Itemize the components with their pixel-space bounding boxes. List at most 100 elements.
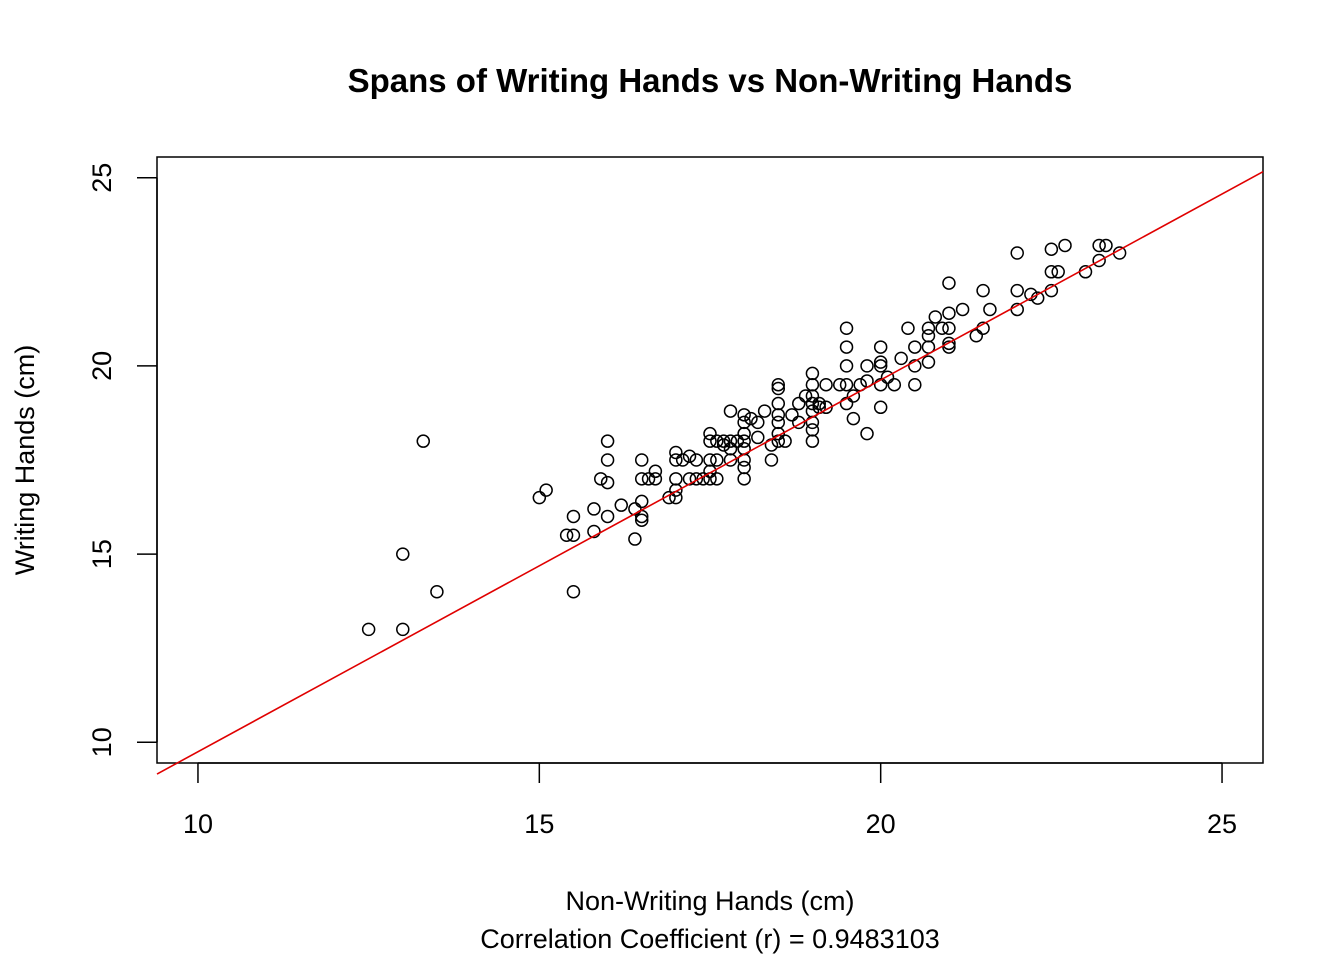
y-axis-label: Writing Hands (cm) xyxy=(10,345,40,576)
data-point xyxy=(532,490,547,505)
data-point xyxy=(751,415,765,430)
data-point xyxy=(737,460,751,475)
data-point xyxy=(566,584,581,599)
data-point xyxy=(1099,238,1113,253)
data-point xyxy=(771,377,786,392)
data-point xyxy=(600,434,615,448)
data-point xyxy=(778,434,792,448)
data-point xyxy=(628,532,642,546)
data-point xyxy=(873,400,888,415)
data-point xyxy=(1010,246,1024,260)
x-tick-label: 10 xyxy=(183,809,213,839)
data-point xyxy=(539,483,553,497)
data-point xyxy=(921,321,936,336)
data-point xyxy=(901,321,915,336)
data-point xyxy=(771,381,786,396)
data-point xyxy=(880,370,895,384)
data-point xyxy=(675,453,690,467)
data-point xyxy=(682,472,697,486)
data-point xyxy=(723,404,738,418)
data-point xyxy=(839,359,854,373)
data-point xyxy=(737,426,751,441)
data-point xyxy=(757,404,772,418)
data-point xyxy=(716,438,731,452)
data-point xyxy=(873,359,888,373)
data-point xyxy=(839,340,854,354)
x-tick-label: 20 xyxy=(866,809,896,839)
data-point xyxy=(710,434,724,448)
data-point xyxy=(976,283,990,298)
data-point xyxy=(730,434,745,448)
data-point xyxy=(634,453,649,467)
y-tick-label: 10 xyxy=(87,727,117,757)
data-point xyxy=(805,396,820,411)
data-point xyxy=(703,453,717,467)
data-point xyxy=(846,389,861,403)
data-point xyxy=(744,411,758,426)
data-point xyxy=(710,453,724,467)
data-point xyxy=(805,415,820,430)
x-tick-label: 25 xyxy=(1207,809,1237,839)
data-point xyxy=(737,408,751,422)
data-point xyxy=(600,453,615,467)
data-point xyxy=(614,498,628,512)
data-point xyxy=(737,434,751,448)
correlation-subtitle: Correlation Coefficient (r) = 0.9483103 xyxy=(480,924,940,954)
data-point xyxy=(723,453,738,467)
data-point xyxy=(628,502,642,516)
data-point xyxy=(921,355,936,369)
data-point xyxy=(751,430,765,445)
data-point xyxy=(710,472,724,486)
data-point xyxy=(805,434,820,448)
x-tick-label: 15 xyxy=(524,809,554,839)
data-point xyxy=(696,472,710,486)
data-point xyxy=(361,622,376,637)
data-point xyxy=(641,472,656,486)
data-point xyxy=(908,377,922,392)
data-point xyxy=(935,321,949,336)
data-point xyxy=(839,321,854,336)
data-point xyxy=(798,389,813,403)
data-point xyxy=(416,434,431,448)
x-axis-label: Non-Writing Hands (cm) xyxy=(565,886,854,916)
data-point xyxy=(908,359,922,373)
data-point xyxy=(860,426,874,441)
data-point xyxy=(648,464,663,479)
data-point xyxy=(969,329,984,343)
data-point xyxy=(805,366,820,381)
data-point xyxy=(689,472,704,486)
data-point xyxy=(669,453,683,467)
data-point xyxy=(396,547,410,561)
data-point xyxy=(942,306,956,320)
data-point xyxy=(587,502,601,516)
data-point xyxy=(587,524,601,539)
data-point xyxy=(771,408,786,422)
data-point xyxy=(942,276,956,290)
x-axis: 10 15 20 25 xyxy=(183,762,1237,839)
data-point xyxy=(942,336,956,351)
y-tick-label: 15 xyxy=(87,539,117,569)
data-point xyxy=(805,423,820,437)
y-tick-label: 20 xyxy=(87,351,117,381)
data-point xyxy=(682,449,697,463)
data-point xyxy=(648,472,663,486)
data-point xyxy=(887,377,902,392)
data-point xyxy=(600,475,615,490)
data-point xyxy=(737,415,751,430)
data-point xyxy=(703,434,717,448)
data-point xyxy=(1044,265,1059,279)
data-point xyxy=(634,494,649,509)
data-point xyxy=(594,472,608,486)
data-point xyxy=(819,377,833,392)
data-point xyxy=(785,408,799,422)
data-point xyxy=(430,584,444,599)
data-point xyxy=(396,622,410,637)
data-point xyxy=(669,445,683,460)
data-point xyxy=(955,302,970,317)
data-point xyxy=(812,396,826,411)
data-point xyxy=(1058,238,1072,253)
data-point xyxy=(634,513,649,527)
data-point xyxy=(894,351,908,366)
data-points xyxy=(361,238,1127,637)
plot-frame xyxy=(156,156,1264,764)
